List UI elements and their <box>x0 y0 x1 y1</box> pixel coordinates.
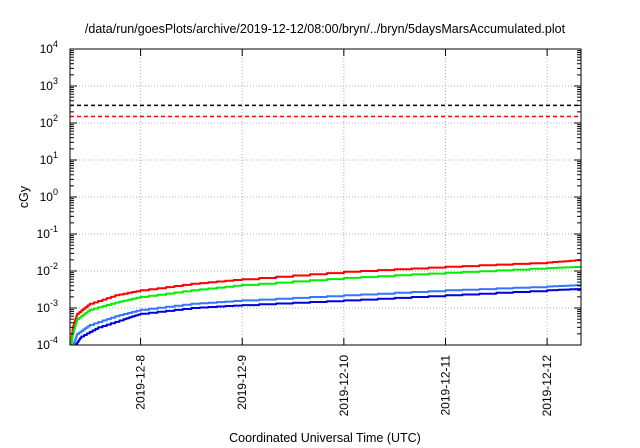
x-tick-label: 2019-12-11 <box>438 355 452 416</box>
y-tick-exponent: 2 <box>53 113 58 123</box>
y-tick-label: 102 <box>40 113 58 130</box>
y-tick-exponent: -3 <box>50 298 58 308</box>
x-tick-labels: 2019-12-8 2019-12-9 2019-12-10 2019-12-11 20… <box>134 355 555 417</box>
y-tick-label: 10-3 <box>37 298 58 315</box>
series-line <box>70 259 581 345</box>
axis-ticks <box>70 48 581 346</box>
y-tick-label: 104 <box>40 39 58 56</box>
y-tick-exponent: -2 <box>50 261 58 271</box>
y-tick-exponent: 0 <box>53 187 58 197</box>
y-tick-base: 10 <box>40 153 54 167</box>
y-tick-exponent: 4 <box>53 39 58 49</box>
y-tick-label: 10-4 <box>37 335 58 352</box>
series-line <box>75 288 581 345</box>
x-tick-label: 2019-12-10 <box>337 355 351 417</box>
x-axis-title: Coordinated Universal Time (UTC) <box>229 431 421 445</box>
y-tick-exponent: -4 <box>50 335 58 345</box>
chart-title: /data/run/goesPlots/archive/2019-12-12/0… <box>85 22 566 36</box>
y-tick-label: 100 <box>40 187 58 204</box>
series-line <box>72 284 581 345</box>
y-tick-base: 10 <box>40 116 54 130</box>
y-tick-label: 10-1 <box>37 224 58 241</box>
y-tick-exponent: -1 <box>50 224 58 234</box>
y-tick-label: 10-2 <box>37 261 58 278</box>
series-lines <box>70 259 581 345</box>
y-tick-base: 10 <box>37 227 51 241</box>
y-tick-base: 10 <box>37 264 51 278</box>
y-tick-base: 10 <box>40 190 54 204</box>
y-tick-label: 101 <box>40 150 58 167</box>
y-tick-base: 10 <box>37 301 51 315</box>
x-tick-label: 2019-12-8 <box>134 355 148 410</box>
x-tick-label: 2019-12-9 <box>235 355 249 410</box>
grid <box>70 49 581 345</box>
y-tick-label: 103 <box>40 76 58 93</box>
y-tick-base: 10 <box>40 79 54 93</box>
y-tick-exponent: 1 <box>53 150 58 160</box>
threshold-lines <box>70 104 581 118</box>
y-tick-base: 10 <box>40 42 54 56</box>
x-tick-label: 2019-12-12 <box>540 355 554 417</box>
series-line <box>70 266 581 345</box>
y-tick-base: 10 <box>37 338 51 352</box>
y-axis-title: cGy <box>17 185 31 208</box>
y-tick-exponent: 3 <box>53 76 58 86</box>
